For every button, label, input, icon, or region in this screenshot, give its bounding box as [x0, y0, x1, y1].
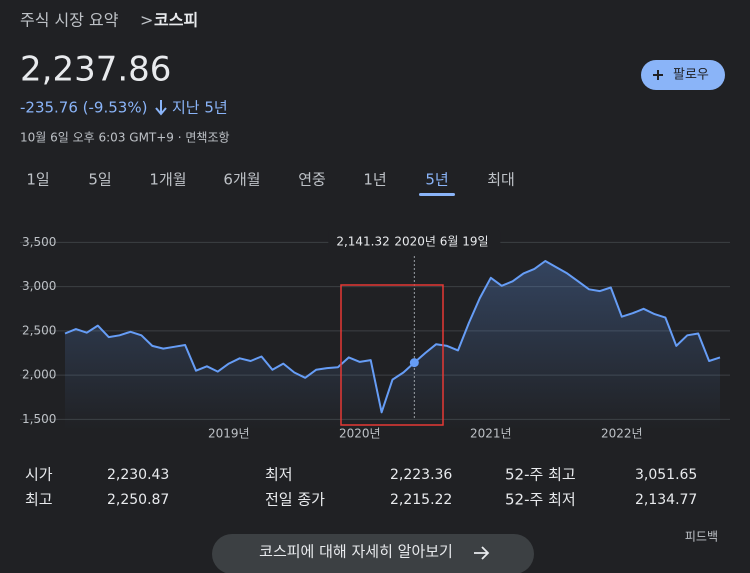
- y-tick-label: 2,500: [22, 323, 56, 337]
- feedback[interactable]: 피드백: [685, 530, 718, 544]
- breadcrumb-parent[interactable]: 주식 시장 요약: [20, 11, 119, 30]
- follow-button[interactable]: [641, 60, 725, 90]
- stat-value: 2,223.36: [390, 467, 452, 483]
- tooltip-value: 2,141.32: [336, 235, 389, 249]
- follow-label[interactable]: 팔로우: [673, 68, 709, 83]
- tab[interactable]: 1일: [26, 171, 49, 189]
- stat-label: 52-주 최저: [505, 491, 576, 509]
- hover-point: [409, 358, 419, 368]
- stat-value: 3,051.65: [635, 467, 697, 483]
- tab[interactable]: 5년: [425, 171, 448, 189]
- tab[interactable]: 1개월: [149, 171, 186, 189]
- y-tick-label: 3,500: [22, 235, 56, 249]
- tab[interactable]: 1년: [363, 171, 386, 189]
- price: 2,237.86: [20, 50, 171, 90]
- down-arrow: [155, 100, 167, 116]
- line: [64, 260, 721, 414]
- stat-value: 2,230.43: [107, 467, 169, 483]
- stat-label: 전일 종가: [265, 491, 325, 509]
- stat-value: 2,215.22: [390, 492, 452, 508]
- arrow-icon: [474, 546, 490, 560]
- tab[interactable]: 6개월: [223, 171, 260, 189]
- stat-label: 최저: [265, 466, 293, 484]
- tabs: 1일 5일 1개월 6개월 연중 1년 5년 최대: [26, 171, 515, 196]
- tooltip-date: 2020년 6월 19일: [394, 235, 488, 249]
- y-tick-label: 3,000: [22, 279, 56, 293]
- more-button[interactable]: [212, 534, 534, 573]
- y-tick-label: 2,000: [22, 368, 56, 382]
- tab[interactable]: 연중: [298, 171, 326, 189]
- y-tick-label: 1,500: [22, 412, 56, 426]
- highlight-box: [340, 284, 444, 426]
- timestamp: 10월 6일 오후 6:03 GMT+9 · 면책조항: [20, 130, 230, 145]
- stat-value: 2,250.87: [107, 492, 169, 508]
- breadcrumb-separator: >: [140, 11, 153, 30]
- tab-underline: [419, 193, 455, 196]
- stat-label: 시가: [25, 466, 53, 484]
- breadcrumb-current: 코스피: [154, 11, 198, 30]
- tab[interactable]: 5일: [88, 171, 111, 189]
- change-value: -235.76 (-9.53%): [20, 99, 147, 117]
- stat-label: 52-주 최고: [505, 466, 576, 484]
- stat-value: 2,134.77: [635, 492, 697, 508]
- more-label[interactable]: 코스피에 대해 자세히 알아보기: [259, 543, 453, 561]
- tab[interactable]: 최대: [487, 171, 515, 189]
- stat-label: 최고: [25, 491, 53, 509]
- stats: 시가 2,230.43 최고 2,250.87 최저 2,223.36 전일 종가 2,215…: [25, 466, 697, 509]
- plus-icon: [653, 70, 663, 80]
- area: [65, 261, 720, 430]
- change-period: 지난 5년: [172, 99, 228, 117]
- tooltip-box: [328, 230, 501, 254]
